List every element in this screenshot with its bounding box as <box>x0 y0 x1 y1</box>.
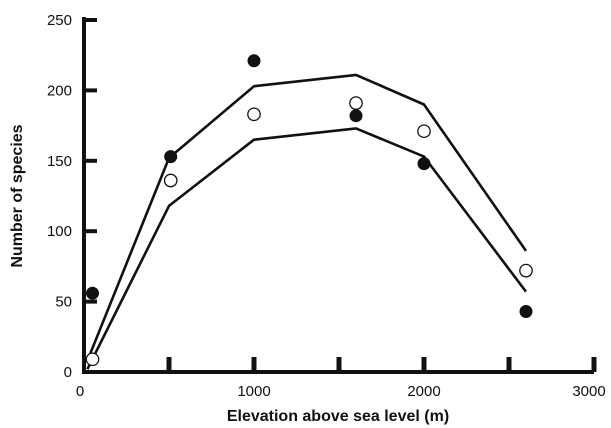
open-point-2 <box>248 108 260 120</box>
x-tick-label-1000: 1000 <box>237 383 270 400</box>
filled-point-4 <box>418 158 430 170</box>
x-tick-label-0: 0 <box>76 383 84 400</box>
y-tick-label-250: 250 <box>47 12 72 29</box>
y-tick-label-150: 150 <box>47 153 72 170</box>
x-tick-label-3000: 3000 <box>572 383 605 400</box>
x-ticks-layer: 0 1000 2000 3000 <box>76 357 606 400</box>
open-point-1 <box>165 174 177 186</box>
y-tick-label-100: 100 <box>47 223 72 240</box>
y-tick-label-200: 200 <box>47 82 72 99</box>
series-line-3 <box>87 128 526 369</box>
x-axis-title: Elevation above sea level (m) <box>227 408 449 425</box>
open-point-3 <box>350 97 362 109</box>
open-point-5 <box>520 264 532 276</box>
filled-point-3 <box>350 110 362 122</box>
filled-point-5 <box>520 306 532 318</box>
open-point-4 <box>418 125 430 137</box>
open-point-0 <box>86 353 98 365</box>
filled-point-1 <box>165 151 177 163</box>
plot-lines-layer <box>87 75 526 369</box>
series-line-2 <box>87 75 526 361</box>
y-ticks-layer: 0 50 100 150 200 250 <box>47 12 97 381</box>
y-tick-label-0: 0 <box>64 364 72 381</box>
y-tick-label-50: 50 <box>55 294 72 311</box>
y-axis-title: Number of species <box>9 124 26 267</box>
axes-layer <box>82 17 594 372</box>
filled-point-2 <box>248 55 260 67</box>
filled-point-0 <box>87 287 99 299</box>
x-tick-label-2000: 2000 <box>407 383 440 400</box>
